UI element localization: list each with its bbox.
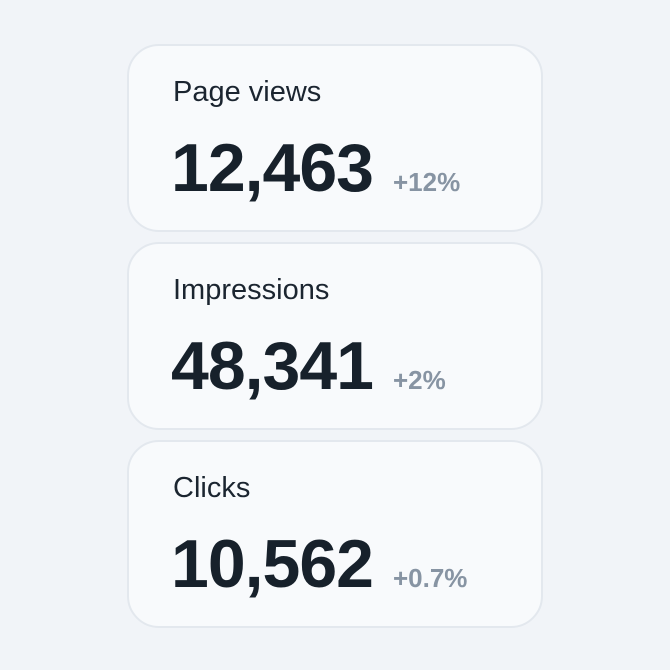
stat-label: Clicks bbox=[173, 472, 251, 504]
stat-card-impressions: Impressions 48,341 +2% bbox=[127, 242, 543, 430]
stat-delta: +2% bbox=[392, 365, 446, 395]
stat-value: 12,463 bbox=[171, 130, 374, 206]
stats-card-list: Page views 12,463 +12% Impressions 48,34… bbox=[127, 44, 543, 628]
stat-value-row: 48,341 +2% bbox=[171, 332, 446, 400]
stat-delta: +12% bbox=[392, 167, 461, 197]
stat-value-row: 12,463 +12% bbox=[171, 134, 460, 202]
stat-value: 48,341 bbox=[171, 328, 374, 404]
stat-label: Impressions bbox=[173, 274, 330, 306]
stat-value-row: 10,562 +0.7% bbox=[171, 530, 467, 598]
stat-label: Page views bbox=[173, 76, 322, 108]
stat-card-clicks: Clicks 10,562 +0.7% bbox=[127, 440, 543, 628]
stat-card-page-views: Page views 12,463 +12% bbox=[127, 44, 543, 232]
stat-value: 10,562 bbox=[171, 526, 374, 602]
stat-delta: +0.7% bbox=[392, 563, 468, 593]
